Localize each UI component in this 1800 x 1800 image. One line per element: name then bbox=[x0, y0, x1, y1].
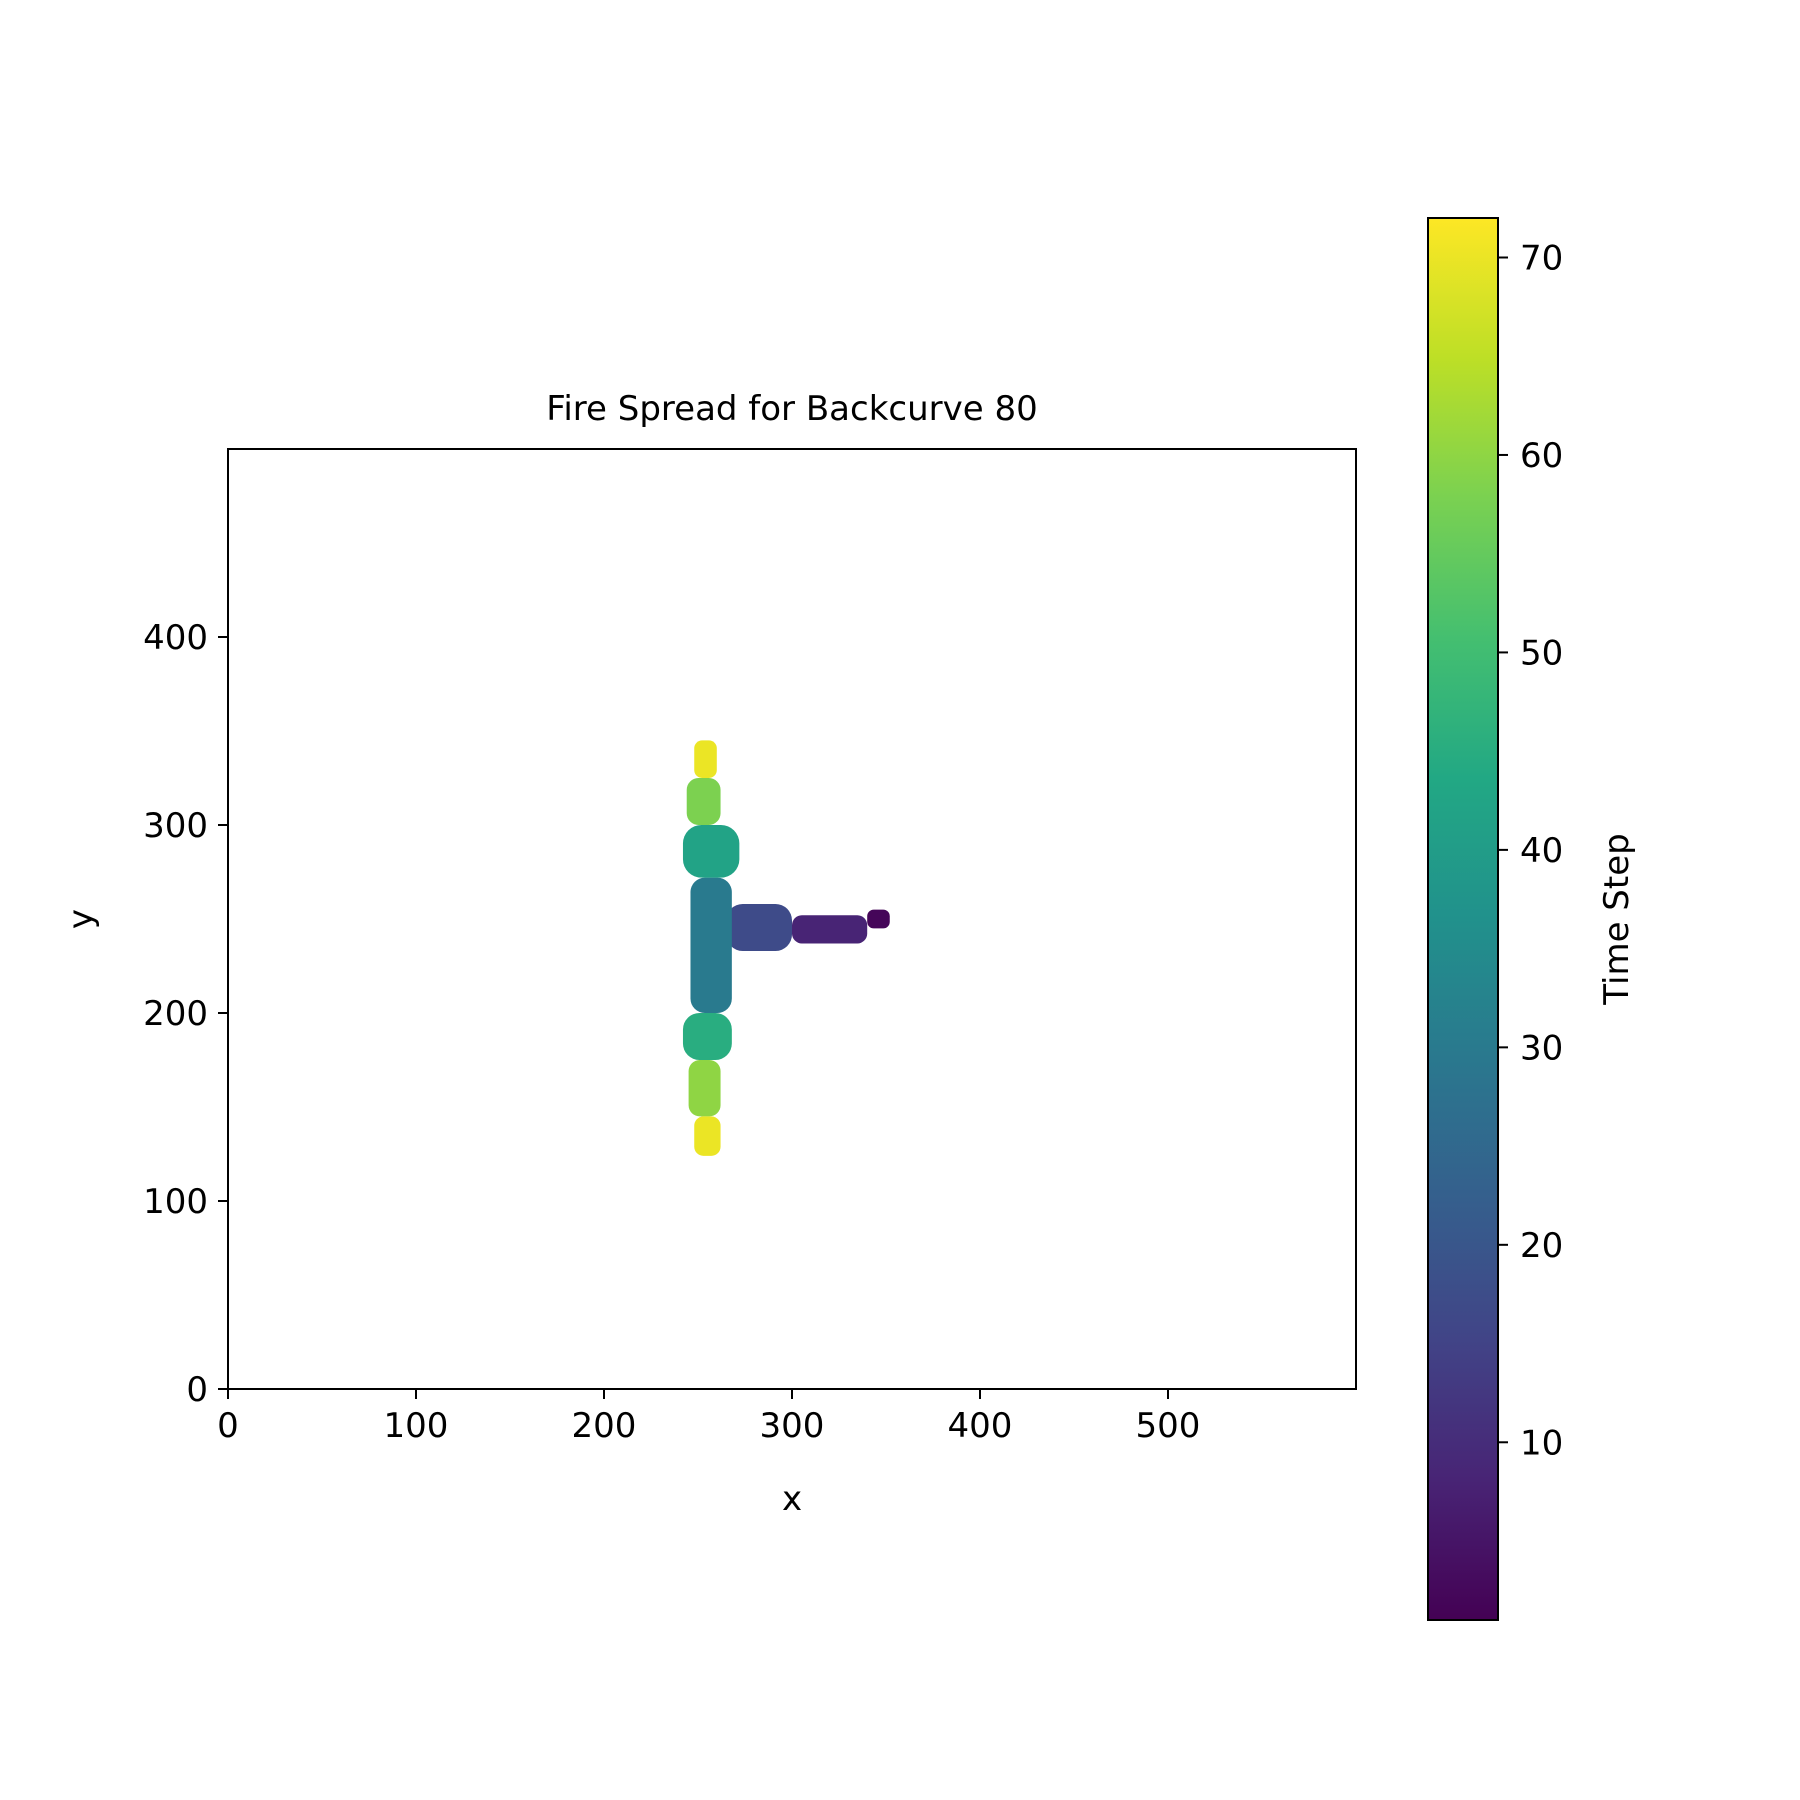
burn-region bbox=[792, 915, 868, 944]
y-tick-label: 300 bbox=[143, 806, 208, 846]
plot-area bbox=[682, 740, 890, 1156]
plot-frame bbox=[227, 448, 1357, 1390]
x-axis-label: x bbox=[782, 1479, 802, 1519]
burn-region bbox=[682, 1013, 732, 1060]
colorbar-ticks: 10 20 30 40 50 60 70 bbox=[1498, 238, 1563, 1463]
x-tick-label: 400 bbox=[948, 1406, 1013, 1446]
burn-region bbox=[694, 740, 717, 778]
x-tick-label: 100 bbox=[384, 1406, 449, 1446]
y-tick-label: 0 bbox=[186, 1370, 208, 1410]
y-tick-label: 400 bbox=[143, 618, 208, 658]
x-tick-label: 300 bbox=[760, 1406, 825, 1446]
colorbar-tick-label: 60 bbox=[1520, 436, 1563, 476]
colorbar-tick-label: 50 bbox=[1520, 633, 1563, 673]
burn-region bbox=[726, 903, 792, 951]
burn-region bbox=[682, 825, 740, 878]
burn-region bbox=[690, 877, 732, 1013]
burn-region bbox=[688, 1060, 721, 1117]
colorbar bbox=[1427, 217, 1499, 1621]
x-tick-label: 200 bbox=[572, 1406, 637, 1446]
chart-title: Fire Spread for Backcurve 80 bbox=[546, 389, 1037, 429]
y-axis-label: y bbox=[61, 909, 101, 929]
x-axis-ticks: 0 100 200 300 400 500 bbox=[217, 1389, 1200, 1446]
colorbar-tick-label: 70 bbox=[1520, 238, 1563, 278]
burn-region bbox=[686, 778, 721, 825]
colorbar-tick-label: 10 bbox=[1520, 1423, 1563, 1463]
burn-region bbox=[694, 1116, 721, 1156]
x-tick-label: 0 bbox=[217, 1406, 239, 1446]
colorbar-tick-label: 30 bbox=[1520, 1028, 1563, 1068]
colorbar-tick-label: 40 bbox=[1520, 831, 1563, 871]
burn-region bbox=[867, 909, 890, 929]
x-tick-label: 500 bbox=[1136, 1406, 1201, 1446]
y-axis-ticks: 0 100 200 300 400 bbox=[143, 618, 228, 1410]
y-tick-label: 100 bbox=[143, 1182, 208, 1222]
colorbar-tick-label: 20 bbox=[1520, 1226, 1563, 1266]
colorbar-label: Time Step bbox=[1597, 833, 1637, 1005]
y-tick-label: 200 bbox=[143, 994, 208, 1034]
